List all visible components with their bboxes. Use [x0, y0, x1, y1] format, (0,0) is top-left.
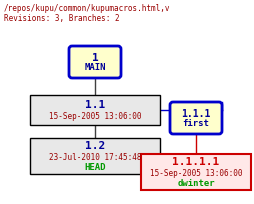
Text: 15-Sep-2005 13:06:00: 15-Sep-2005 13:06:00 — [149, 169, 241, 178]
Text: 23-Jul-2010 17:45:48: 23-Jul-2010 17:45:48 — [49, 153, 141, 162]
Bar — [30, 95, 159, 125]
FancyBboxPatch shape — [69, 46, 121, 78]
Text: 1.1.1.1: 1.1.1.1 — [172, 157, 219, 167]
Text: first: first — [182, 119, 209, 128]
Text: 1.2: 1.2 — [85, 141, 105, 151]
Text: MAIN: MAIN — [84, 63, 105, 72]
Text: 1.1.1: 1.1.1 — [181, 109, 210, 119]
Bar — [30, 138, 159, 174]
Text: dwinter: dwinter — [177, 179, 214, 188]
Text: /repos/kupu/common/kupumacros.html,v: /repos/kupu/common/kupumacros.html,v — [4, 4, 170, 13]
Text: 1.1: 1.1 — [85, 100, 105, 110]
Text: Revisions: 3, Branches: 2: Revisions: 3, Branches: 2 — [4, 14, 119, 23]
FancyBboxPatch shape — [169, 102, 221, 134]
Bar — [140, 154, 250, 190]
Text: HEAD: HEAD — [84, 163, 105, 172]
Text: 15-Sep-2005 13:06:00: 15-Sep-2005 13:06:00 — [49, 112, 141, 121]
Text: 1: 1 — [91, 52, 98, 62]
